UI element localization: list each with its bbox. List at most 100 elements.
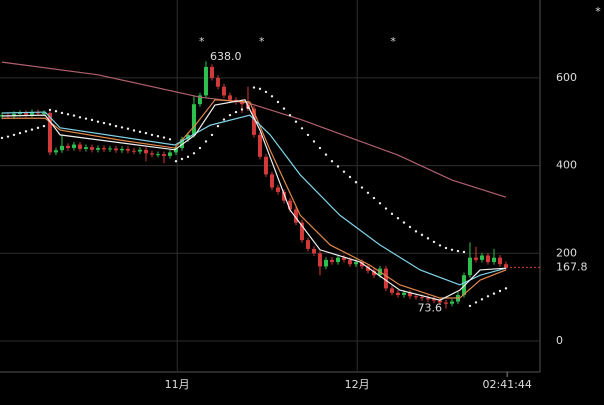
sar-dot bbox=[216, 124, 220, 128]
y-tick-label: 400 bbox=[556, 159, 577, 172]
candle-body bbox=[11, 113, 16, 117]
sar-dot bbox=[468, 304, 472, 308]
sar-dot bbox=[174, 160, 178, 163]
candle-body bbox=[257, 134, 262, 157]
sar-dot bbox=[342, 170, 346, 173]
candle-body bbox=[425, 298, 430, 300]
candle-body bbox=[197, 95, 202, 105]
sar-dot bbox=[498, 289, 502, 293]
candle-body bbox=[407, 292, 412, 297]
sar-dot bbox=[162, 136, 166, 139]
candle-body bbox=[191, 104, 196, 135]
sar-dot bbox=[156, 135, 160, 138]
ma-line bbox=[1, 99, 507, 299]
sar-dot bbox=[486, 295, 490, 298]
sar-dot bbox=[144, 131, 148, 135]
sar-dot bbox=[504, 287, 508, 290]
event-marker: * bbox=[390, 35, 396, 48]
extreme-label: 73.6 bbox=[417, 302, 442, 315]
sar-dot bbox=[264, 90, 268, 94]
event-marker: * bbox=[259, 35, 265, 48]
candle-body bbox=[71, 144, 76, 149]
candle-body bbox=[23, 112, 28, 115]
candle-body bbox=[293, 209, 298, 223]
candle-body bbox=[59, 145, 64, 151]
sar-dot bbox=[462, 250, 466, 254]
x-tick-label: 12月 bbox=[345, 378, 370, 391]
candle-body bbox=[341, 257, 346, 260]
sar-dot bbox=[354, 181, 358, 184]
candle-body bbox=[251, 108, 256, 135]
candle-body bbox=[383, 268, 388, 289]
sar-dot bbox=[366, 191, 370, 194]
candle-body bbox=[335, 257, 340, 263]
candle-body bbox=[65, 145, 70, 149]
candle-body bbox=[467, 257, 472, 276]
sar-dot bbox=[270, 95, 274, 98]
extreme-label: 638.0 bbox=[210, 50, 242, 63]
candle-body bbox=[179, 139, 184, 149]
candle-body bbox=[317, 253, 322, 267]
sar-dot bbox=[318, 146, 322, 150]
ma-line bbox=[1, 99, 507, 301]
sar-dot bbox=[228, 113, 232, 117]
sar-dot bbox=[210, 133, 214, 137]
sar-dot bbox=[132, 129, 136, 132]
candle-body bbox=[305, 240, 310, 249]
sar-dot bbox=[42, 124, 46, 128]
sar-dot bbox=[48, 108, 52, 112]
event-marker: * bbox=[199, 35, 205, 48]
candle-body bbox=[299, 222, 304, 241]
sar-dot bbox=[54, 110, 58, 113]
sar-dot bbox=[450, 248, 454, 251]
sar-dot bbox=[84, 117, 88, 120]
candle-body bbox=[353, 262, 358, 265]
y-tick-label: 200 bbox=[556, 246, 577, 259]
y-tick-label: 0 bbox=[556, 334, 563, 347]
candle-body bbox=[83, 147, 88, 149]
candle-body bbox=[119, 148, 124, 151]
candle-body bbox=[221, 86, 226, 96]
sar-dot bbox=[102, 121, 106, 125]
candle-body bbox=[497, 257, 502, 265]
sar-dot bbox=[72, 114, 76, 117]
candle-body bbox=[365, 266, 370, 271]
candle-body bbox=[371, 270, 376, 276]
sar-dot bbox=[312, 140, 316, 143]
candle-body bbox=[401, 292, 406, 295]
y-tick-label: 600 bbox=[556, 71, 577, 84]
sar-dot bbox=[360, 186, 364, 189]
sar-dot bbox=[420, 233, 424, 237]
sar-dot bbox=[336, 165, 340, 168]
last-price-label: 167.8 bbox=[556, 260, 588, 273]
sar-dot bbox=[96, 120, 100, 123]
candle-body bbox=[503, 264, 508, 268]
corner-icon: * bbox=[595, 5, 601, 18]
candle-body bbox=[443, 302, 448, 304]
candle-body bbox=[215, 77, 220, 87]
sar-dot bbox=[18, 131, 22, 135]
sar-dot bbox=[6, 135, 10, 138]
sar-dot bbox=[492, 292, 496, 295]
candle-body bbox=[29, 112, 34, 115]
candle-body bbox=[395, 292, 400, 295]
sar-dot bbox=[432, 240, 436, 244]
sar-dot bbox=[180, 157, 184, 161]
candle-body bbox=[47, 112, 52, 153]
candle-body bbox=[95, 148, 100, 150]
sar-dot bbox=[408, 225, 412, 229]
sar-dot bbox=[390, 212, 394, 216]
candle-body bbox=[167, 152, 172, 156]
candle-body bbox=[485, 255, 490, 263]
candle-body bbox=[311, 248, 316, 254]
sar-dot bbox=[384, 207, 388, 210]
sar-dot bbox=[0, 136, 4, 140]
candle-body bbox=[125, 148, 130, 151]
sar-dot bbox=[78, 116, 82, 119]
sar-dot bbox=[456, 249, 460, 253]
sar-dot bbox=[120, 126, 124, 129]
candle-body bbox=[389, 288, 394, 293]
sar-dot bbox=[294, 120, 298, 123]
x-tick-label: 02:41:44 bbox=[482, 378, 531, 391]
